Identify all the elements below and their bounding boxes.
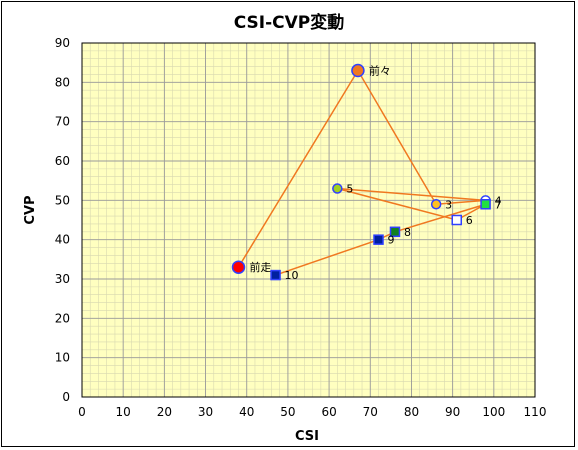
chart-title: CSI-CVP変動 [234,12,345,33]
point-label: 3 [445,198,452,211]
data-point [231,260,246,274]
y-tick-label: 10 [55,351,70,365]
x-tick-label: 90 [445,405,460,419]
y-tick-label: 20 [55,311,70,325]
point-label: 8 [404,226,411,239]
x-tick-label: 100 [482,405,505,419]
data-point [351,63,365,78]
data-point [451,214,463,226]
x-tick-label: 40 [239,405,254,419]
data-point [480,199,491,210]
data-point [389,226,401,238]
point-label: 4 [495,194,502,207]
x-tick-label: 60 [321,405,336,419]
y-tick-label: 70 [55,115,70,129]
y-tick-label: 50 [55,193,70,207]
series-line [237,69,486,276]
y-tick-label: 40 [55,233,70,247]
tick-labels: 0 10 20 30 40 50 60 70 80 90 100 110 0 10 20 30 40 50 60 70… [55,36,547,419]
point-label: 5 [346,183,353,196]
x-tick-label: 20 [157,405,172,419]
x-tick-label: 50 [280,405,295,419]
x-tick-label: 110 [524,405,547,419]
plot-border [81,42,536,398]
grid [81,42,536,398]
point-label: 9 [388,234,395,247]
point-label: 前々 [369,64,391,78]
y-tick-label: 60 [55,154,70,168]
point-label: 6 [466,214,473,227]
y-tick-label: 80 [55,75,70,89]
x-tick-label: 10 [116,405,131,419]
series: 前走 前々 3 4 5 6 7 89 10 [231,63,502,282]
data-point [373,234,384,245]
x-axis-label: CSI [295,429,319,444]
point-label: 10 [285,269,299,282]
data-point [430,199,442,210]
data-point [270,269,281,281]
point-label: 7 [495,198,502,211]
x-tick-label: 30 [198,405,213,419]
y-tick-label: 0 [62,390,70,404]
y-tick-label: 30 [55,272,70,286]
y-tick-label: 90 [55,36,70,50]
point-label: 前走 [249,260,271,274]
x-tick-label: 0 [78,405,86,419]
x-tick-label: 80 [404,405,419,419]
y-axis-label: CVP [23,195,38,224]
x-tick-label: 70 [363,405,378,419]
data-point [332,183,343,194]
